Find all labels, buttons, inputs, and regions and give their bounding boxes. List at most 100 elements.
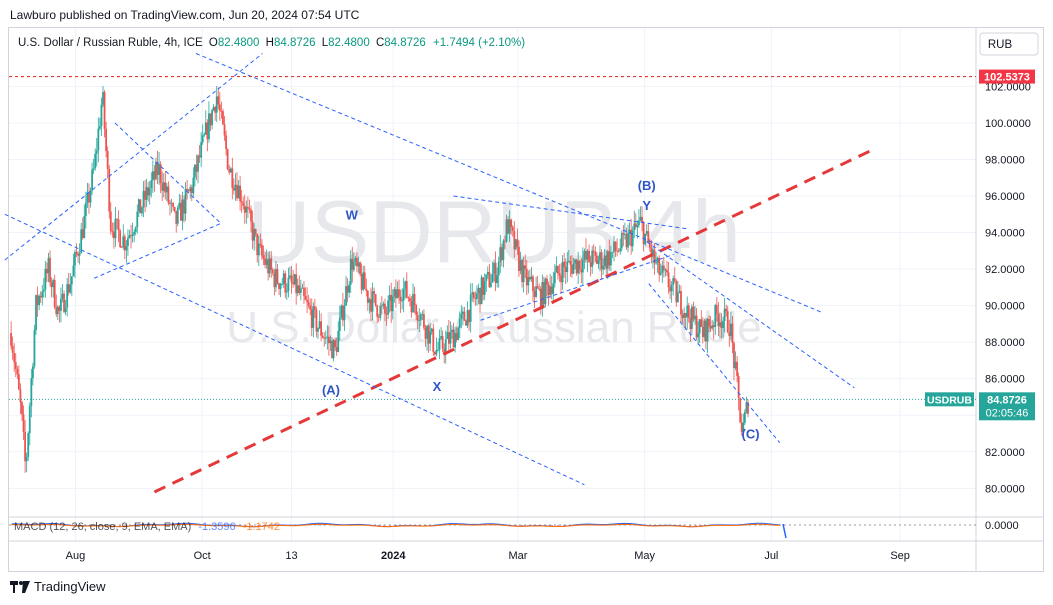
candle-body [343,305,346,321]
candle-body [144,190,146,200]
candle-body [44,268,47,290]
candle-body [480,277,483,305]
candle-body [500,247,503,261]
candle-body [518,246,520,272]
candle-body [398,289,400,297]
candle-body [254,229,257,234]
candle-body [250,209,252,222]
macd-value-1: -1.3596 [198,521,235,533]
candle-body [634,223,637,227]
candle-body [41,291,44,298]
candle-body [46,268,48,274]
candle-body [60,298,62,311]
candle-body [14,362,17,369]
legend-close: 84.8726 [384,37,426,49]
candle-body [539,288,542,309]
candle-body [700,319,703,327]
currency-button[interactable] [979,32,1039,56]
candle-body [139,199,142,214]
macd-histogram-bar [251,525,253,528]
candle-body [136,211,139,228]
candle-body [169,202,171,205]
candle-body [299,288,302,293]
candle-body [413,294,416,306]
price-tick-label: 92.0000 [985,264,1025,276]
time-axis[interactable]: Aug Oct 13 2024 Mar May Jul Sep [66,550,910,562]
candle-body [256,233,259,256]
trendline-blue [480,254,674,321]
candle-body [31,366,34,379]
candle-body [70,276,73,285]
candle-body [419,314,422,321]
candle-body [511,226,514,231]
candle-body [342,305,344,321]
candle-body [572,263,575,274]
candle-body [401,300,404,302]
candle-body [248,208,251,210]
candle-body [310,309,313,328]
candle-body [695,315,698,338]
price-tick-label: 100.0000 [985,118,1031,130]
candle-body [385,313,388,315]
candle-body [237,185,240,199]
candle-body [558,273,561,276]
candle-body [667,272,670,288]
candle-body [451,329,453,333]
macd-pane[interactable] [9,522,976,539]
candle-body [253,229,256,241]
candle-body [335,347,338,352]
candle-body [28,406,31,434]
candle-body [440,336,442,339]
candle-body [103,92,106,129]
trendlines [4,53,876,494]
candle-body [324,337,327,339]
candle-body [574,259,576,264]
candle-body [35,295,37,331]
candle-body [287,277,290,292]
candle-body [592,250,595,253]
candle-body [240,200,243,203]
candle-body [301,287,304,289]
candle-body [694,315,696,320]
candle-body [312,306,315,328]
candle-body [197,155,199,172]
candle-body [236,184,238,199]
candle-body [476,293,478,300]
candle-body [747,402,749,414]
candle-body [91,169,93,191]
candle-body [497,261,500,276]
candle-body [100,104,103,127]
candle-body [427,325,430,344]
published-caption: Lawburo published on TradingView.com, Ju… [10,8,360,22]
wave-label: (B) [638,178,656,193]
candle-body [399,296,402,302]
macd-histogram-bar [389,525,391,527]
candle-body [482,277,485,295]
candle-body [466,310,469,326]
candle-body [641,216,643,223]
candle-body [334,340,337,348]
candle-body [522,265,525,283]
chart-frame[interactable] [8,27,1044,572]
price-axis[interactable]: 102.0000 100.0000 98.0000 96.0000 94.0000 92.… [985,81,1031,495]
candle-body [404,281,407,289]
candle-body [275,269,277,288]
candle-body [141,207,143,214]
candle-body [698,319,701,334]
candle-body [116,218,118,220]
candle-body [686,305,689,318]
candle-body [229,168,232,173]
price-tick-label: 102.0000 [985,81,1031,93]
candle-body [493,262,495,274]
candle-body [279,283,282,289]
candle-body [541,282,544,309]
candle-body [474,298,477,300]
candle-body [443,348,446,354]
candle-body [566,261,569,273]
candle-body [125,245,128,251]
candle-body [496,275,499,284]
candle-body [514,239,517,250]
legend-change: +1.7494 (+2.10%) [433,37,525,49]
candle-body [715,305,718,314]
